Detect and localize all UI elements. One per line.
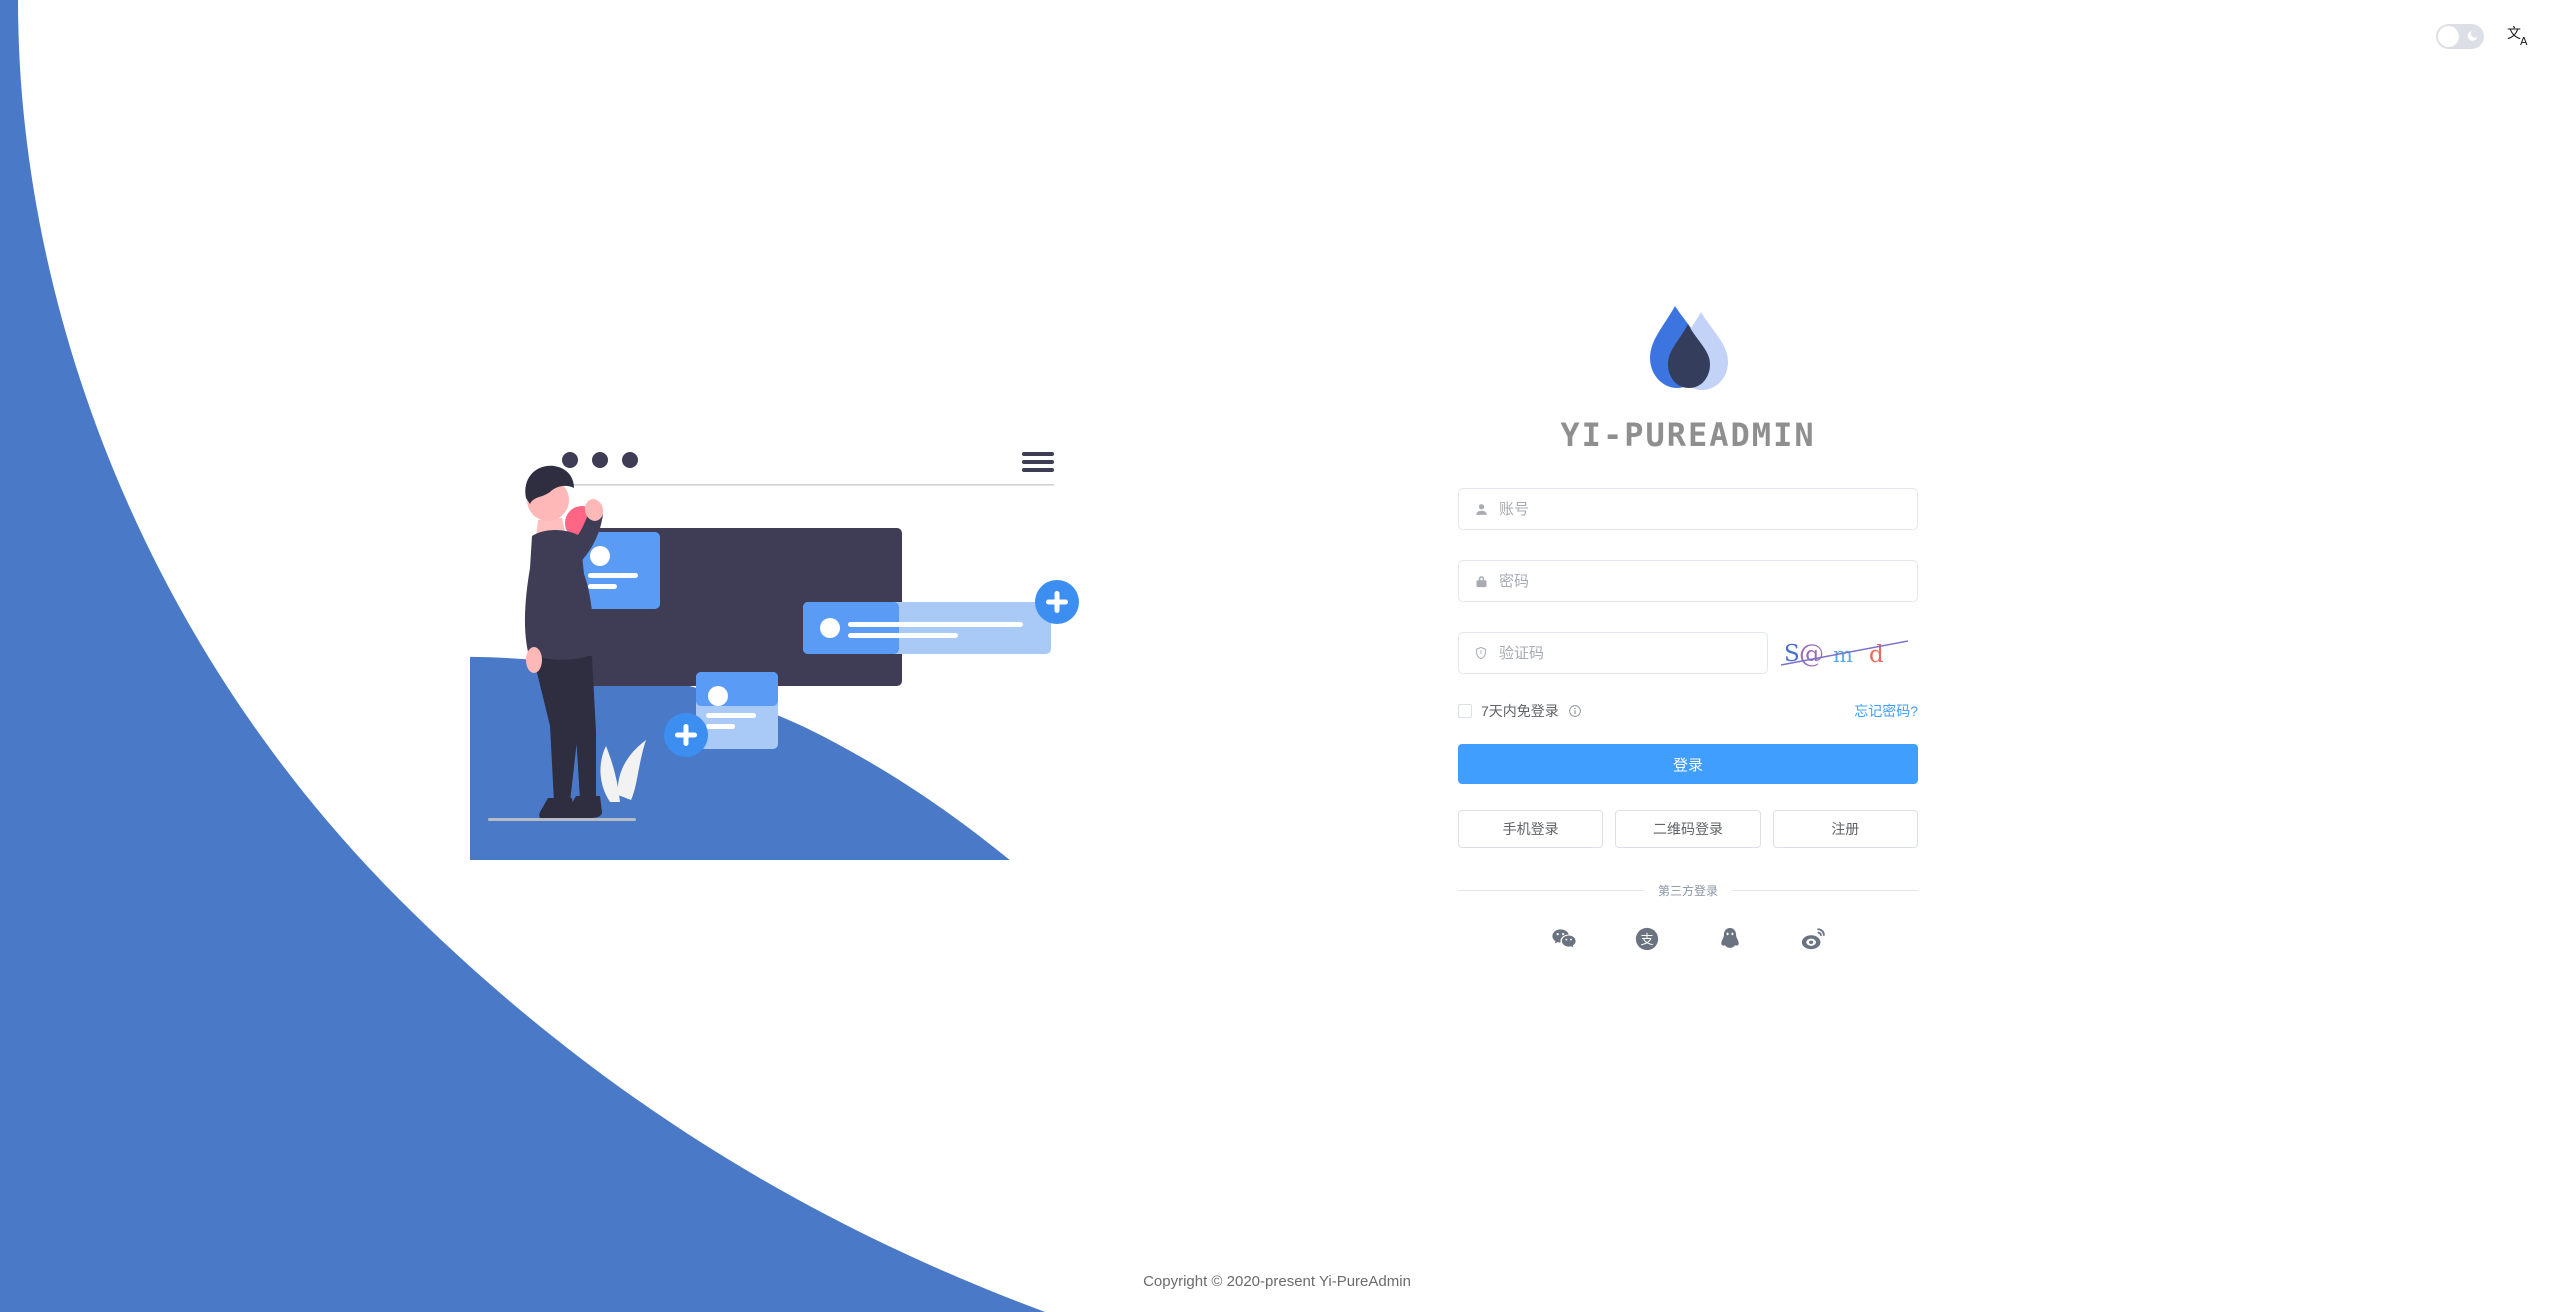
lock-icon bbox=[1473, 573, 1489, 589]
user-icon bbox=[1473, 501, 1489, 517]
third-party-divider: 第三方登录 bbox=[1458, 882, 1919, 899]
remember-label: 7天内免登录 bbox=[1481, 703, 1559, 719]
password-input[interactable] bbox=[1499, 572, 1903, 590]
illustration-window-bar bbox=[562, 452, 1054, 486]
alipay-icon[interactable]: 支 bbox=[1633, 925, 1661, 953]
divider-line-right bbox=[1732, 890, 1919, 891]
remember-checkbox[interactable]: 7天内免登录 bbox=[1458, 701, 1582, 721]
moon-icon bbox=[2466, 30, 2479, 43]
svg-text:A: A bbox=[2520, 35, 2528, 48]
svg-text:d: d bbox=[1869, 642, 1884, 668]
svg-text:支: 支 bbox=[1640, 933, 1653, 948]
info-circle-icon[interactable] bbox=[1568, 704, 1582, 718]
weibo-icon[interactable] bbox=[1799, 925, 1827, 953]
captcha-image[interactable]: S @ m d bbox=[1780, 633, 1915, 673]
svg-text:m: m bbox=[1833, 643, 1853, 667]
translate-icon[interactable]: 文 A bbox=[2506, 23, 2532, 49]
forgot-password-link[interactable]: 忘记密码? bbox=[1854, 703, 1918, 719]
username-field[interactable] bbox=[1458, 488, 1918, 530]
svg-text:S: S bbox=[1784, 641, 1800, 667]
username-input[interactable] bbox=[1499, 500, 1903, 518]
topbar: 文 A bbox=[2436, 0, 2554, 72]
login-illustration bbox=[470, 440, 1110, 860]
options-row: 7天内免登录 忘记密码? bbox=[1458, 700, 1918, 722]
qq-icon[interactable] bbox=[1716, 925, 1744, 953]
captcha-input[interactable] bbox=[1499, 644, 1753, 662]
captcha-row: S @ m d bbox=[1458, 632, 1918, 674]
checkbox-box[interactable] bbox=[1458, 704, 1472, 718]
svg-text:@: @ bbox=[1799, 639, 1824, 668]
divider-label: 第三方登录 bbox=[1658, 884, 1719, 898]
ground-line bbox=[488, 818, 636, 821]
alt-login-buttons: 手机登录 二维码登录 注册 bbox=[1458, 810, 1918, 848]
shield-icon bbox=[1473, 645, 1489, 661]
svg-text:文: 文 bbox=[2507, 26, 2521, 42]
footer-copyright: Copyright © 2020-present Yi-PureAdmin bbox=[1143, 1273, 1411, 1290]
water-drop-logo bbox=[1646, 300, 1730, 396]
dark-mode-toggle[interactable] bbox=[2436, 23, 2484, 49]
captcha-field[interactable] bbox=[1458, 632, 1768, 674]
qrcode-login-button[interactable]: 二维码登录 bbox=[1615, 810, 1761, 848]
phone-login-button[interactable]: 手机登录 bbox=[1458, 810, 1604, 848]
third-party-providers: 支 bbox=[1458, 925, 1918, 953]
login-panel: YI-PUREADMIN bbox=[1458, 300, 1919, 953]
password-field[interactable] bbox=[1458, 560, 1918, 602]
login-button[interactable]: 登录 bbox=[1458, 744, 1918, 784]
wechat-icon[interactable] bbox=[1550, 925, 1578, 953]
divider-line-left bbox=[1458, 890, 1644, 891]
page-title: YI-PUREADMIN bbox=[1560, 416, 1816, 454]
brand: YI-PUREADMIN bbox=[1458, 300, 1918, 454]
register-button[interactable]: 注册 bbox=[1772, 810, 1918, 848]
toggle-knob bbox=[2438, 25, 2459, 47]
